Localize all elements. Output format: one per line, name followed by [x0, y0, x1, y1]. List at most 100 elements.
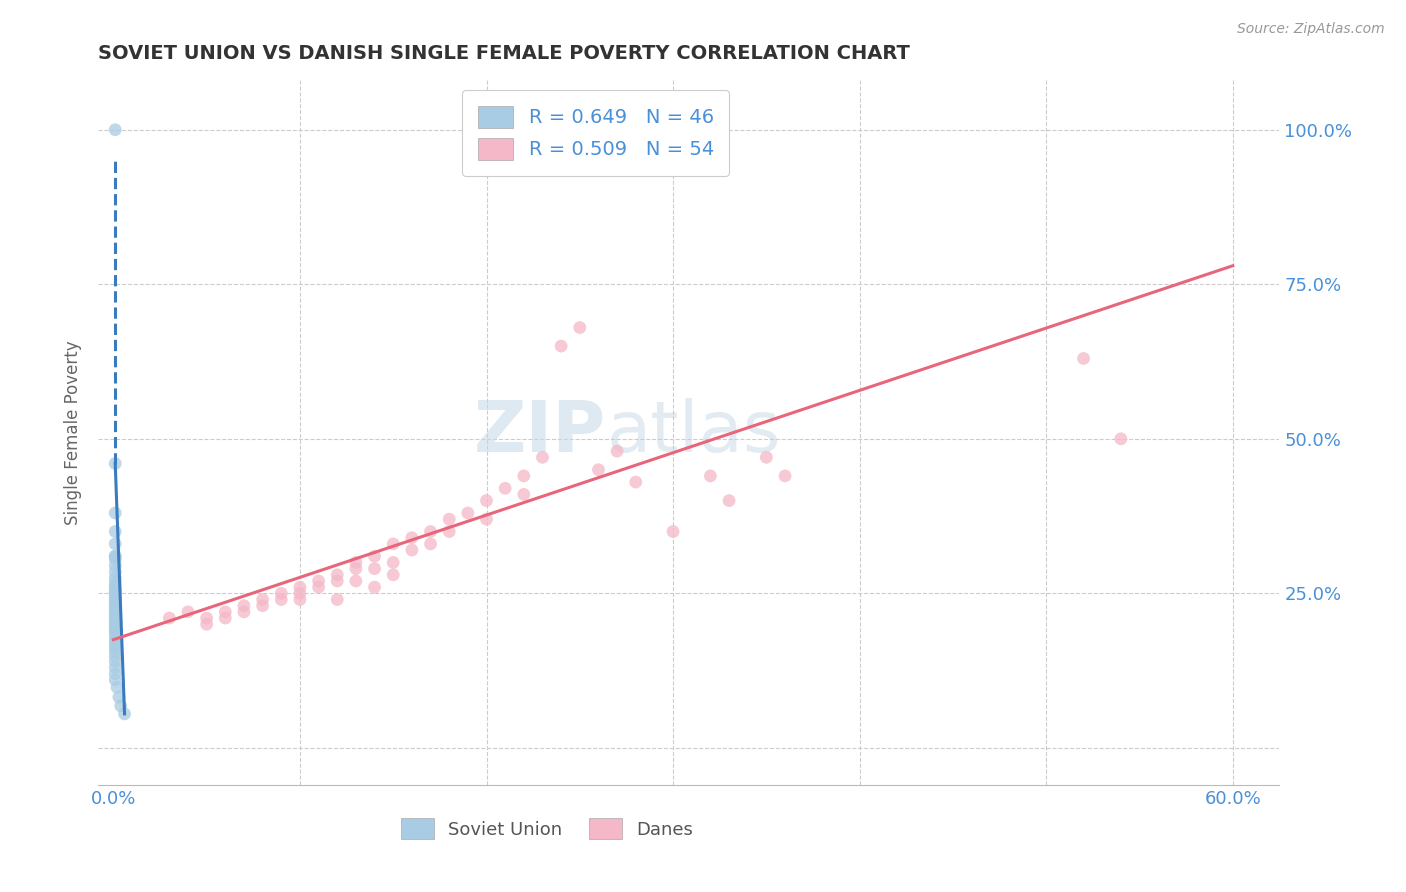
Point: [104, 589, 127, 603]
Point: [104, 571, 127, 585]
Point: [252, 599, 274, 613]
Point: [326, 574, 349, 588]
Point: [475, 512, 498, 526]
Point: [104, 621, 127, 635]
Point: [288, 592, 311, 607]
Point: [308, 574, 330, 588]
Point: [104, 583, 127, 598]
Point: [475, 493, 498, 508]
Point: [104, 586, 127, 600]
Point: [104, 558, 127, 573]
Point: [568, 320, 591, 334]
Point: [233, 599, 256, 613]
Text: atlas: atlas: [606, 398, 780, 467]
Point: [288, 580, 311, 594]
Point: [437, 524, 460, 539]
Point: [104, 606, 127, 620]
Point: [1109, 432, 1132, 446]
Point: [624, 475, 647, 489]
Point: [270, 586, 292, 600]
Point: [214, 605, 236, 619]
Point: [104, 673, 127, 687]
Point: [755, 450, 778, 465]
Point: [382, 567, 405, 582]
Point: [114, 706, 136, 721]
Point: [344, 556, 367, 570]
Point: [214, 611, 236, 625]
Point: [344, 574, 367, 588]
Point: [195, 617, 218, 632]
Point: [326, 592, 349, 607]
Point: [104, 537, 127, 551]
Point: [401, 543, 423, 558]
Point: [104, 649, 127, 664]
Legend: Soviet Union, Danes: Soviet Union, Danes: [394, 811, 700, 847]
Point: [104, 579, 127, 593]
Point: [104, 666, 127, 681]
Text: SOVIET UNION VS DANISH SINGLE FEMALE POVERTY CORRELATION CHART: SOVIET UNION VS DANISH SINGLE FEMALE POV…: [98, 45, 910, 63]
Point: [104, 637, 127, 651]
Point: [550, 339, 572, 353]
Point: [531, 450, 554, 465]
Point: [104, 596, 127, 610]
Point: [104, 601, 127, 615]
Point: [773, 469, 796, 483]
Point: [104, 552, 127, 566]
Point: [104, 611, 127, 625]
Point: [104, 457, 127, 471]
Point: [104, 506, 127, 520]
Point: [270, 592, 292, 607]
Point: [104, 565, 127, 579]
Point: [363, 549, 385, 564]
Point: [104, 618, 127, 632]
Point: [104, 591, 127, 606]
Point: [699, 469, 721, 483]
Point: [363, 561, 385, 575]
Point: [104, 615, 127, 630]
Point: [105, 681, 128, 695]
Point: [437, 512, 460, 526]
Point: [104, 633, 127, 648]
Point: [288, 586, 311, 600]
Point: [104, 549, 127, 564]
Point: [1073, 351, 1095, 366]
Point: [662, 524, 685, 539]
Text: ZIP: ZIP: [474, 398, 606, 467]
Point: [104, 630, 127, 644]
Point: [457, 506, 479, 520]
Point: [110, 698, 132, 713]
Point: [718, 493, 741, 508]
Point: [419, 537, 441, 551]
Point: [104, 524, 127, 539]
Point: [195, 611, 218, 625]
Point: [606, 444, 628, 458]
Point: [104, 549, 127, 564]
Point: [108, 690, 131, 705]
Point: [104, 626, 127, 640]
Point: [233, 605, 256, 619]
Point: [104, 593, 127, 607]
Point: [104, 654, 127, 668]
Point: [252, 592, 274, 607]
Point: [104, 608, 127, 623]
Point: [104, 122, 127, 136]
Point: [363, 580, 385, 594]
Point: [419, 524, 441, 539]
Point: [401, 531, 423, 545]
Text: Source: ZipAtlas.com: Source: ZipAtlas.com: [1237, 22, 1385, 37]
Point: [104, 624, 127, 638]
Point: [104, 604, 127, 618]
Point: [157, 611, 180, 625]
Point: [494, 481, 516, 495]
Point: [513, 487, 536, 501]
Point: [513, 469, 536, 483]
Point: [382, 556, 405, 570]
Point: [104, 660, 127, 674]
Point: [104, 599, 127, 613]
Point: [588, 463, 610, 477]
Point: [104, 575, 127, 590]
Point: [104, 640, 127, 655]
Point: [308, 580, 330, 594]
Point: [104, 614, 127, 628]
Y-axis label: Single Female Poverty: Single Female Poverty: [65, 341, 83, 524]
